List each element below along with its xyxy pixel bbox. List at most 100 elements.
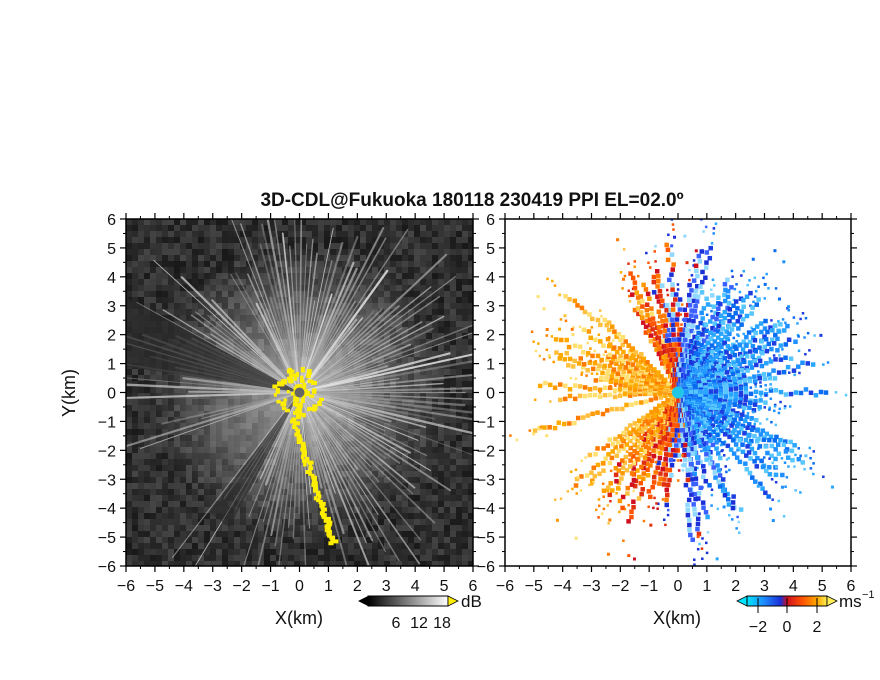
echo-ray — [243, 391, 301, 566]
noise-cell — [432, 249, 438, 255]
echo-ray — [257, 391, 301, 566]
noise-cell — [390, 267, 396, 273]
velocity-cell — [658, 395, 663, 400]
noise-cell — [252, 231, 258, 237]
echo-ray — [298, 315, 445, 394]
noise-cell — [246, 231, 252, 237]
velocity-cell — [732, 428, 737, 433]
noise-cell — [126, 393, 132, 399]
velocity-cell — [686, 452, 691, 457]
velocity-cell — [642, 519, 646, 523]
noise-cell — [372, 525, 378, 531]
velocity-cell — [766, 494, 771, 499]
saturated-cell — [308, 407, 315, 411]
noise-cell — [330, 543, 336, 549]
velocity-cell — [636, 418, 642, 424]
noise-cell — [138, 393, 144, 399]
noise-cell — [444, 249, 450, 255]
noise-cell — [420, 561, 426, 566]
noise-cell — [204, 231, 210, 237]
velocity-cell — [785, 476, 789, 479]
noise-cell — [438, 489, 444, 495]
noise-cell — [204, 513, 210, 519]
noise-cell — [402, 561, 408, 566]
y-tick-label: −1 — [98, 414, 116, 431]
noise-cell — [168, 561, 174, 566]
velocity-cell — [722, 401, 727, 407]
velocity-cell — [651, 480, 657, 485]
noise-cell — [168, 471, 174, 477]
noise-cell — [180, 285, 186, 291]
echo-ray — [298, 391, 452, 492]
noise-cell — [384, 237, 390, 243]
noise-cell — [402, 507, 408, 513]
noise-cell — [162, 555, 168, 561]
saturated-cell — [308, 468, 312, 473]
velocity-cell — [692, 440, 697, 446]
echo-ray — [298, 391, 416, 489]
noise-cell — [138, 549, 144, 555]
noise-cell — [348, 561, 354, 566]
echo-ray — [249, 392, 300, 493]
noise-cell — [444, 561, 450, 566]
velocity-cell — [748, 456, 753, 461]
noise-cell — [294, 225, 300, 231]
velocity-cell — [619, 476, 624, 481]
noise-cell — [150, 285, 156, 291]
noise-cell — [468, 333, 473, 339]
velocity-cell — [661, 461, 667, 467]
noise-cell — [372, 531, 378, 537]
noise-cell — [270, 555, 276, 561]
noise-cell — [228, 543, 234, 549]
noise-cell — [144, 273, 150, 279]
noise-cell — [396, 513, 402, 519]
noise-cell — [468, 417, 473, 423]
velocity-cell — [631, 427, 636, 432]
noise-cell — [132, 447, 138, 453]
noise-cell — [426, 237, 432, 243]
echo-ray — [172, 391, 301, 558]
velocity-cell — [693, 476, 699, 481]
noise-cell — [126, 249, 132, 255]
noise-cell — [288, 549, 294, 555]
noise-cell — [168, 495, 174, 501]
velocity-cell — [695, 526, 700, 532]
noise-cell — [414, 483, 420, 489]
noise-cell — [468, 423, 473, 429]
y-tick-label: −5 — [98, 530, 116, 547]
noise-cell — [432, 543, 438, 549]
velocity-cell — [663, 431, 668, 436]
noise-cell — [144, 483, 150, 489]
noise-cell — [198, 255, 204, 261]
noise-cell — [444, 303, 450, 309]
velocity-cell — [758, 398, 763, 403]
noise-cell — [450, 537, 456, 543]
noise-cell — [372, 537, 378, 543]
noise-cell — [468, 531, 473, 537]
noise-cell — [348, 237, 354, 243]
velocity-cell — [634, 450, 640, 456]
noise-cell — [426, 507, 432, 513]
velocity-cell — [746, 411, 750, 415]
noise-cell — [276, 237, 282, 243]
noise-cell — [180, 219, 186, 225]
noise-cell — [162, 261, 168, 267]
noise-cell — [216, 519, 222, 525]
noise-cell — [468, 381, 473, 387]
velocity-cell — [617, 434, 622, 439]
noise-cell — [432, 303, 438, 309]
noise-cell — [186, 273, 192, 279]
noise-cell — [414, 525, 420, 531]
saturated-cell — [276, 400, 281, 404]
noise-cell — [144, 423, 150, 429]
velocity-cell — [744, 466, 750, 472]
velocity-cell — [754, 395, 758, 398]
noise-cell — [138, 453, 144, 459]
velocity-cell — [665, 398, 670, 403]
echo-ray — [298, 391, 401, 464]
velocity-cell — [649, 458, 655, 463]
noise-cell — [420, 537, 426, 543]
noise-cell — [450, 315, 456, 321]
noise-cell — [234, 243, 240, 249]
noise-cell — [468, 477, 473, 483]
